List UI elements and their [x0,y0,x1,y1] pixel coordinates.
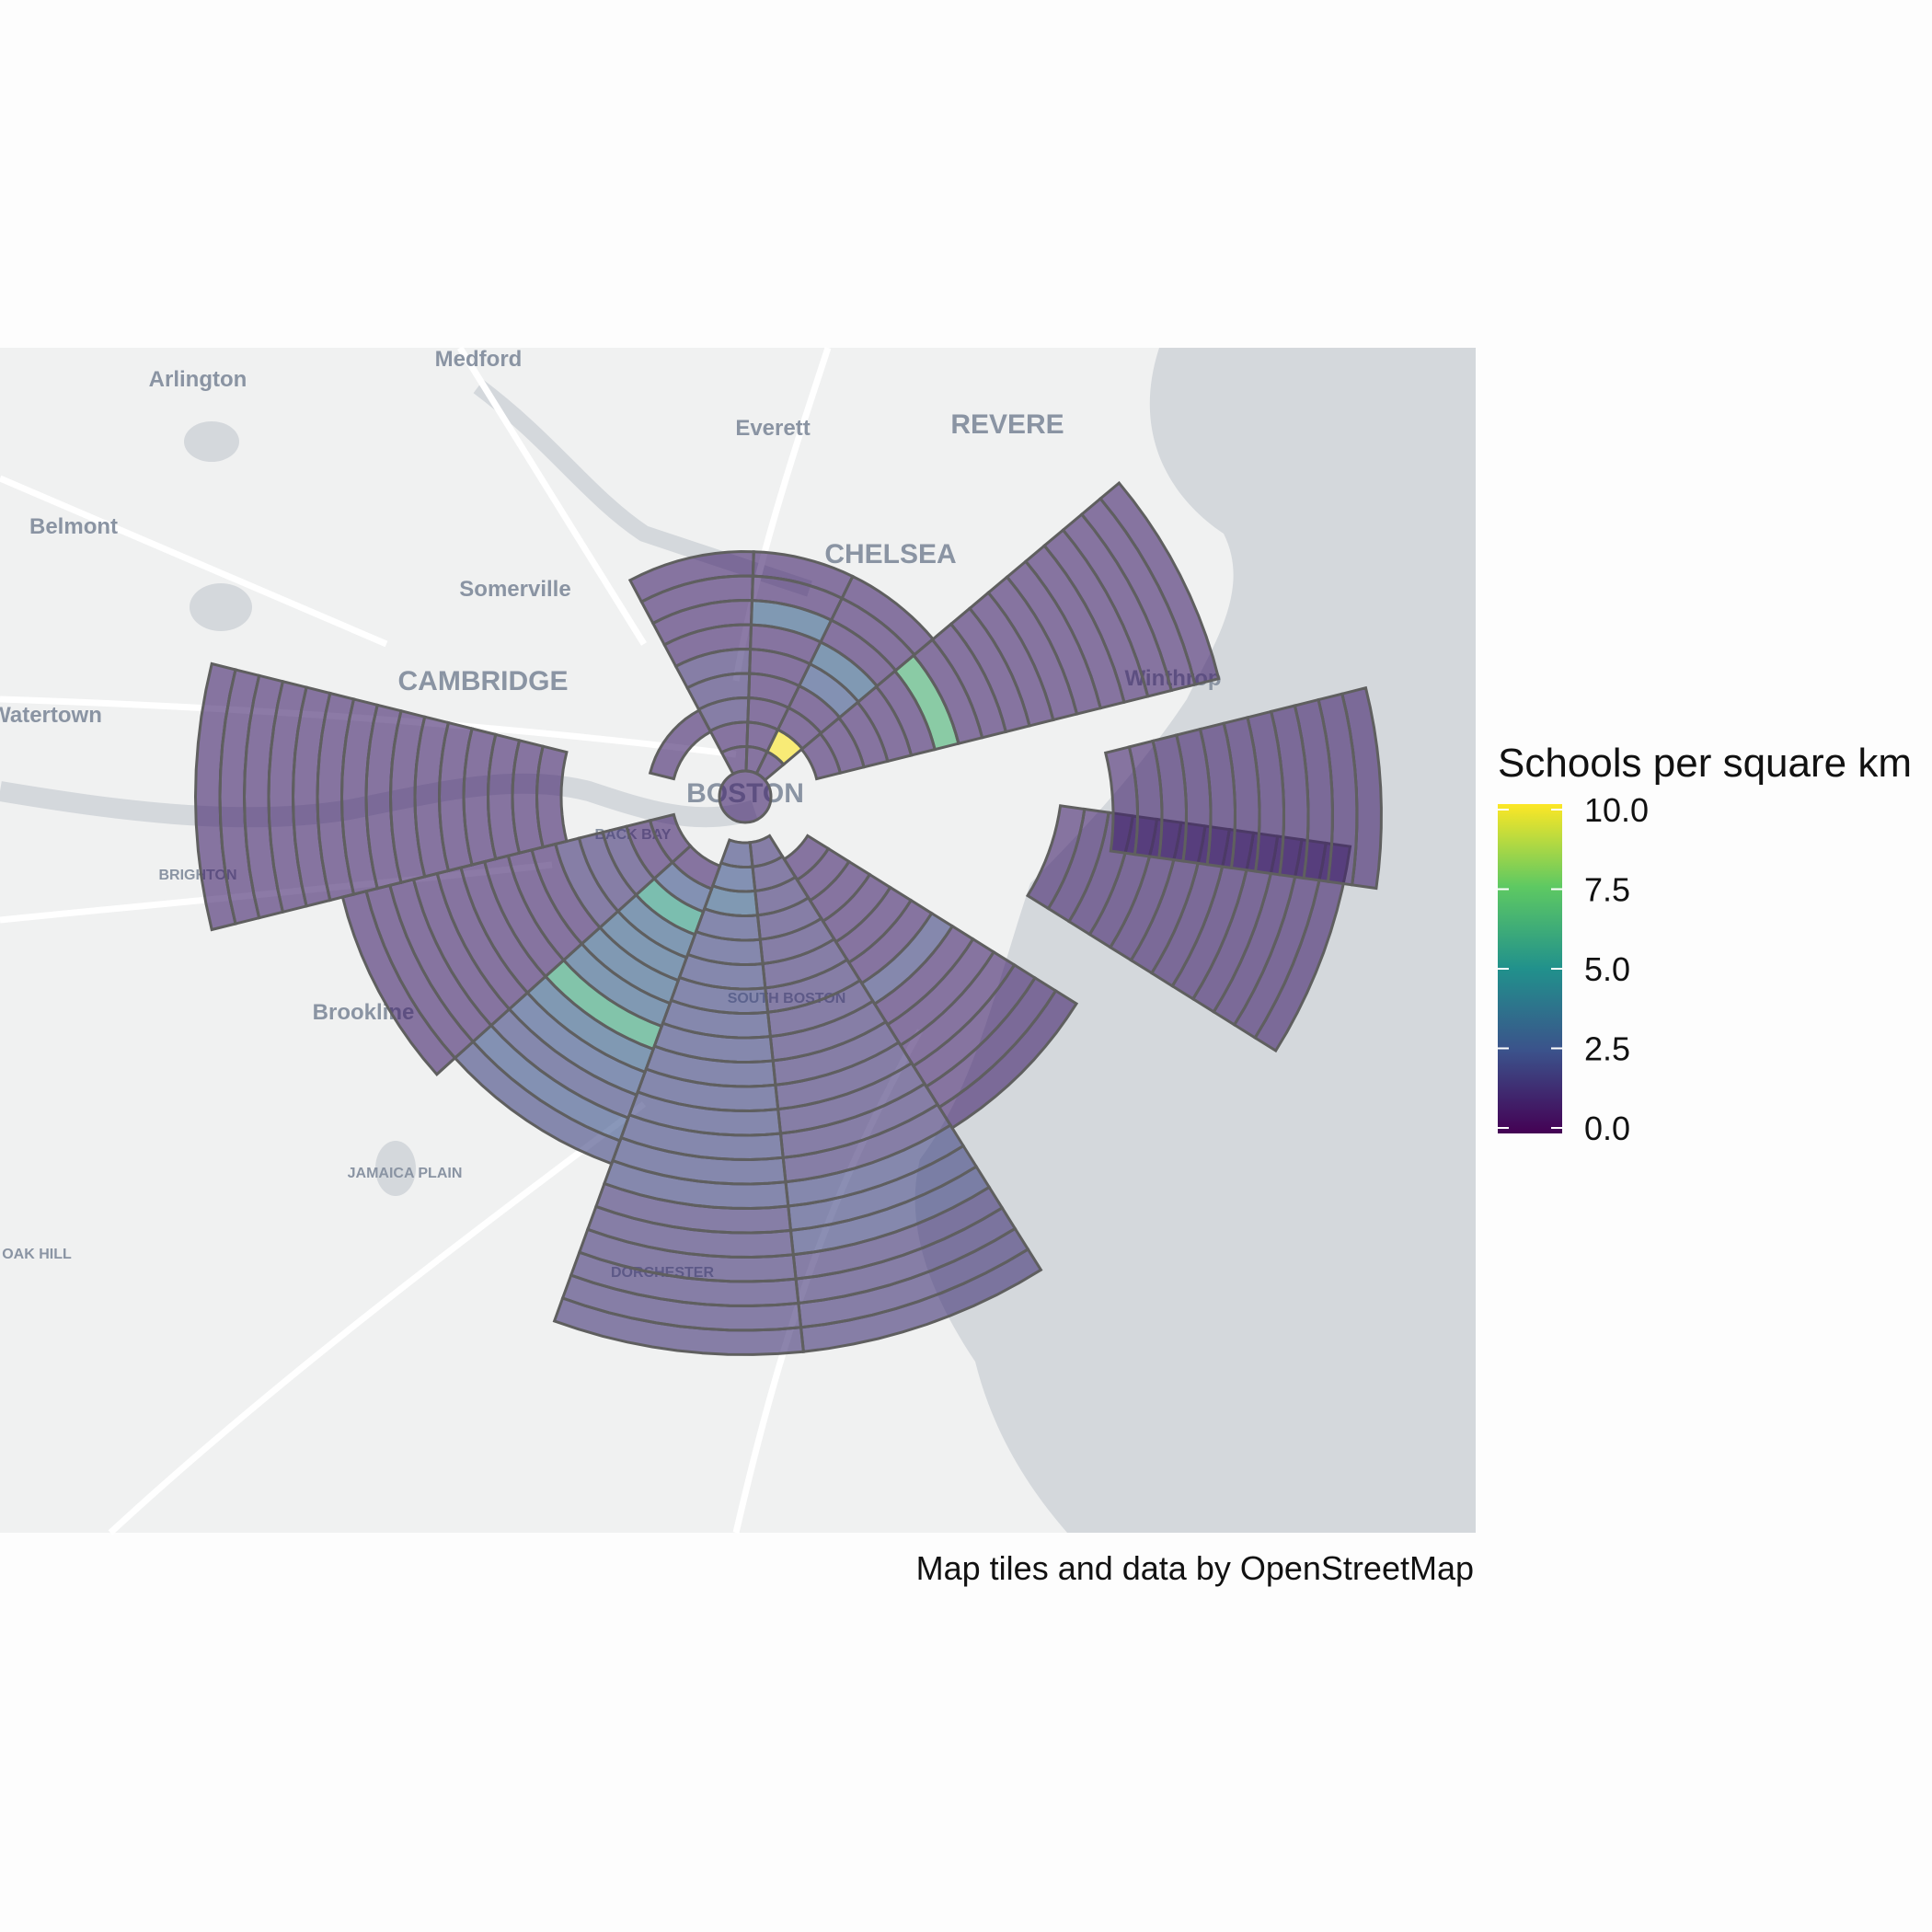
fresh-pond [190,583,252,631]
choropleth-sectors [193,480,1383,1356]
sector-cell [193,661,237,932]
sector-cell [1340,685,1383,891]
sector-cell [535,744,569,849]
map-attribution: Map tiles and data by OpenStreetMap [915,1549,1474,1587]
legend-tick-label: 2.5 [1584,1030,1630,1068]
basemap: Medford Arlington Everett REVERE Belmont CHEL… [0,346,1476,1535]
place-label: Belmont [29,514,118,539]
sector-cell [1253,841,1352,1053]
jamaica-pond [375,1141,416,1196]
legend-title: Schools per square km [1498,741,1912,786]
sector-cell [937,988,1079,1131]
sector-cell [648,707,713,781]
legend-tick-label: 5.0 [1584,950,1630,988]
legend-tick-label: 0.0 [1584,1110,1630,1147]
sector-cell [627,549,755,604]
sector-cell [840,574,936,657]
legend-tick-label: 7.5 [1584,871,1630,909]
place-label: Somerville [459,577,570,602]
place-label: Everett [735,416,810,441]
place-label: REVERE [950,409,1064,440]
legend: 10.0 7.5 5.0 2.5 0.0 [1498,791,1649,1147]
place-label: Arlington [149,367,247,392]
place-label: OAK HILL [2,1247,72,1262]
sector-cell [799,1247,1043,1353]
place-label: Medford [435,347,523,372]
sector-cell [552,1296,806,1356]
place-label: JAMAICA PLAIN [348,1166,463,1181]
place-label: CAMBRIDGE [398,666,569,696]
place-label: Watertown [0,703,102,728]
legend-tick-label: 10.0 [1584,791,1649,829]
sector-cell [1098,480,1221,686]
sector-cell [453,1040,622,1166]
sector-cell [751,550,855,601]
sector-cell [340,889,457,1076]
place-label: CHELSEA [824,539,956,569]
legend-ticks: 10.0 7.5 5.0 2.5 0.0 [1498,791,1649,1147]
spy-pond [184,421,239,462]
